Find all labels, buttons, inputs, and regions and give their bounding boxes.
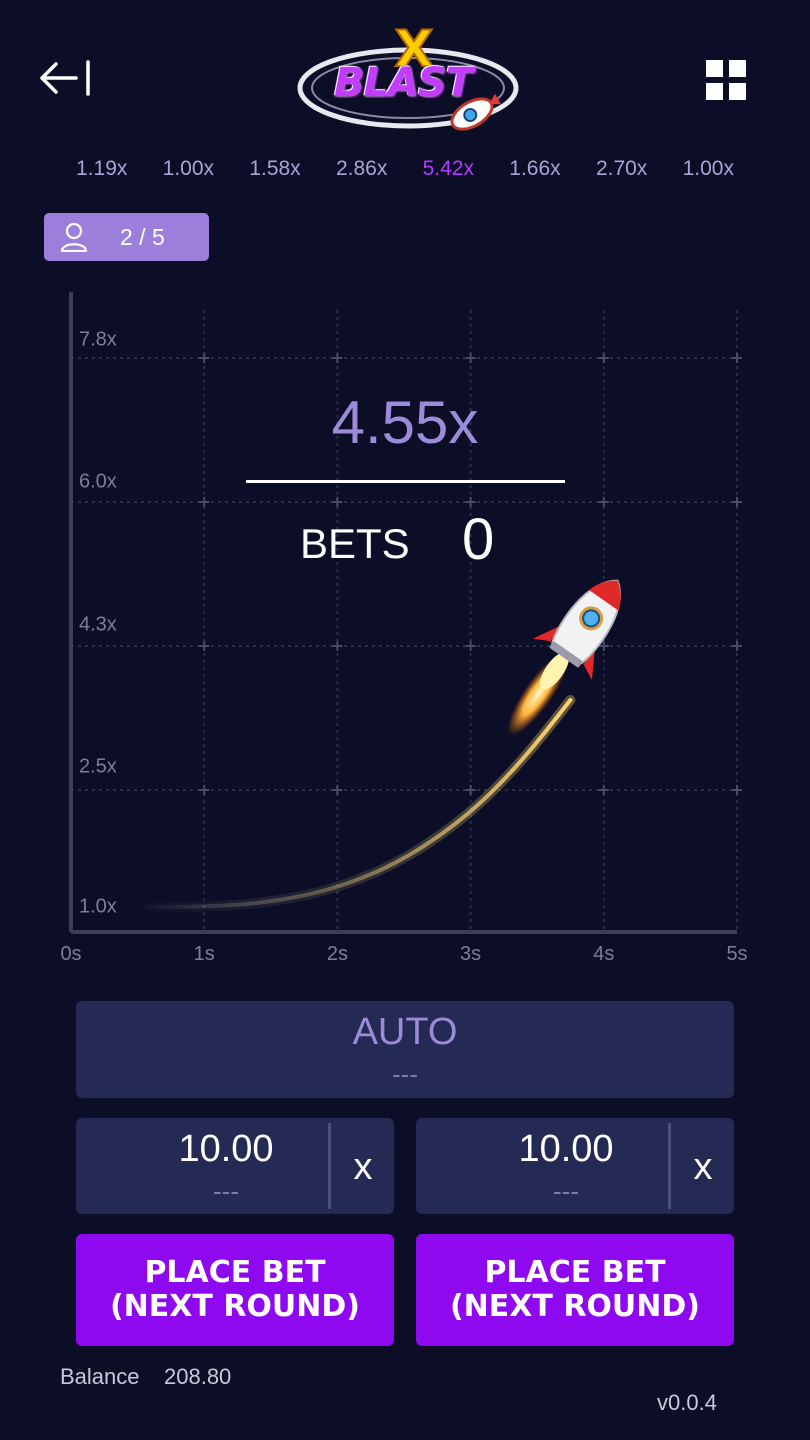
- history-item[interactable]: 1.66x: [509, 157, 561, 180]
- history-item[interactable]: 2.86x: [335, 157, 388, 180]
- version-label: v0.0.4: [657, 1390, 717, 1415]
- menu-button[interactable]: [700, 54, 752, 106]
- y-tick-label: 7.8x: [79, 328, 117, 350]
- grid-cross: [465, 497, 476, 507]
- clear-amount-button[interactable]: x: [353, 1146, 373, 1188]
- y-tick-label: 2.5x: [79, 755, 117, 777]
- grid-cross: [332, 641, 343, 651]
- y-tick-label: 1.0x: [79, 895, 117, 917]
- history-item[interactable]: 1.19x: [76, 157, 128, 180]
- history-item[interactable]: 1.58x: [249, 157, 301, 180]
- history-item[interactable]: 1.00x: [682, 157, 734, 180]
- rocket-icon: [507, 579, 621, 736]
- grid-cross: [598, 641, 609, 651]
- back-button[interactable]: [36, 56, 96, 100]
- auto-value: ---: [392, 1059, 418, 1089]
- players-badge[interactable]: 2 / 5: [44, 213, 209, 261]
- x-tick-label: 0s: [60, 943, 81, 965]
- place-bet-button[interactable]: PLACE BET (NEXT ROUND): [416, 1234, 734, 1346]
- x-tick-label: 3s: [460, 943, 481, 965]
- x-tick-label: 4s: [593, 943, 614, 965]
- bet-amount-value: 10.00: [178, 1128, 274, 1170]
- logo-letter: X: [395, 28, 434, 78]
- auto-label: AUTO: [352, 1011, 458, 1053]
- divider: [668, 1123, 671, 1209]
- game-logo: X BLAST: [296, 28, 536, 136]
- grid-cross: [465, 353, 476, 363]
- multiplier-divider: [246, 480, 565, 483]
- history-item[interactable]: 2.70x: [595, 157, 648, 180]
- x-tick-label: 1s: [194, 943, 215, 965]
- clear-amount-button[interactable]: x: [693, 1146, 713, 1188]
- auto-cashout-field[interactable]: AUTO ---: [76, 1001, 734, 1098]
- grid-cross: [199, 353, 210, 363]
- place-bet-label: PLACE BET: [484, 1255, 666, 1290]
- divider: [328, 1123, 331, 1209]
- y-tick-label: 6.0x: [79, 470, 117, 492]
- grid-cross: [732, 785, 742, 795]
- grid-cross: [732, 641, 742, 651]
- grid-cross: [332, 353, 343, 363]
- user-icon: [60, 222, 88, 252]
- grid-cross: [332, 497, 343, 507]
- players-count: 2 / 5: [120, 223, 165, 250]
- balance-label: Balance: [60, 1364, 140, 1389]
- grid-cross: [598, 353, 609, 363]
- grid-cross: [199, 497, 210, 507]
- grid-cross: [732, 353, 742, 363]
- grid-cross: [199, 641, 210, 651]
- grid-cross: [465, 785, 476, 795]
- bet-amount-sub: ---: [213, 1176, 239, 1206]
- grid-cross: [199, 785, 210, 795]
- grid-icon: [706, 60, 746, 100]
- grid-cross: [598, 785, 609, 795]
- bets-label: BETS: [300, 520, 410, 567]
- grid-cross: [332, 785, 343, 795]
- arrow-left-bar-icon: [40, 60, 90, 96]
- bet-amount-panel: 10.00 --- x: [76, 1118, 394, 1214]
- place-bet-label: PLACE BET: [144, 1255, 326, 1290]
- history-item[interactable]: 1.00x: [162, 157, 215, 180]
- balance-value: 208.80: [164, 1364, 232, 1389]
- bets-count: 0: [462, 507, 495, 572]
- grid-cross: [465, 641, 476, 651]
- current-multiplier: 4.55x: [331, 389, 479, 456]
- x-tick-label: 5s: [726, 943, 747, 965]
- logo-text: BLAST: [334, 60, 473, 106]
- bet-amount-panel: 10.00 --- x: [416, 1118, 734, 1214]
- x-tick-label: 2s: [327, 943, 348, 965]
- grid-cross: [732, 497, 742, 507]
- place-bet-sublabel: (NEXT ROUND): [109, 1289, 361, 1324]
- series-line: [135, 697, 573, 909]
- y-tick-label: 4.3x: [79, 613, 117, 635]
- bet-amount-value: 10.00: [518, 1128, 614, 1170]
- history-item[interactable]: 5.42x: [422, 157, 474, 180]
- grid-cross: [598, 497, 609, 507]
- place-bet-sublabel: (NEXT ROUND): [449, 1289, 701, 1324]
- multiplier-chart: 7.8x 6.0x 4.3x 2.5x 1.0x 0s 1s 2s 3s 4s 5s: [60, 292, 748, 965]
- bet-amount-sub: ---: [553, 1176, 579, 1206]
- multiplier-history: 1.19x 1.00x 1.58x 2.86x 5.42x 1.66x 2.70…: [70, 152, 740, 186]
- place-bet-button[interactable]: PLACE BET (NEXT ROUND): [76, 1234, 394, 1346]
